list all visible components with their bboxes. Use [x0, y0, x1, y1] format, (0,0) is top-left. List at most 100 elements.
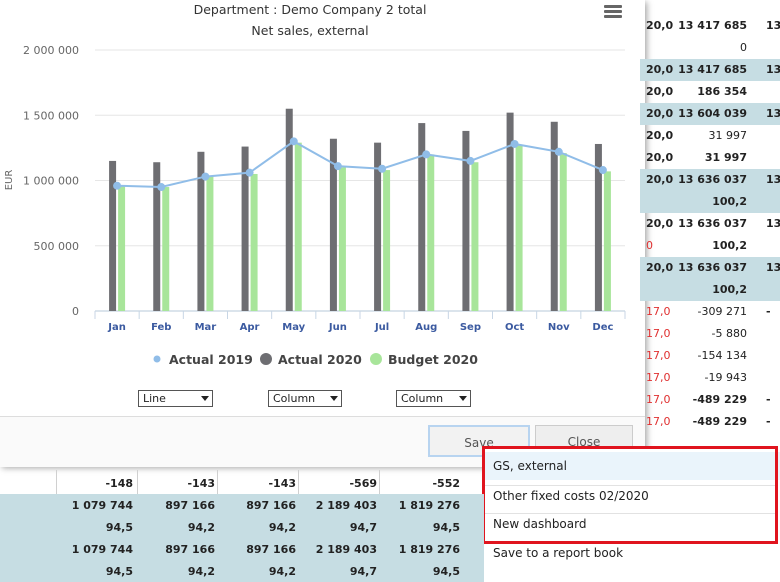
cell: -489 229 — [692, 415, 747, 428]
y-tick-label: 1 500 000 — [23, 109, 79, 122]
point-actual-2019 — [378, 164, 387, 173]
x-tick-label: Jan — [107, 322, 126, 333]
cell: 17,0 — [646, 327, 671, 340]
bar-budget-2020 — [338, 167, 346, 311]
point-actual-2019 — [201, 172, 210, 181]
table-row: 20,0 31 997 — [640, 147, 780, 169]
x-tick-label: Jul — [374, 322, 389, 333]
cell: 897 166 — [165, 543, 215, 556]
point-actual-2019 — [554, 147, 563, 156]
menu-item-gs-external[interactable]: GS, external — [484, 452, 780, 480]
cell: 94,2 — [187, 521, 215, 534]
cell: -19 943 — [704, 371, 747, 384]
cell: 1 819 276 — [398, 543, 460, 556]
legend-label: Actual 2020 — [278, 352, 362, 367]
cell: 0 — [646, 239, 653, 252]
cell: 13 — [766, 217, 780, 230]
series-select-actual-2019[interactable]: Line — [138, 390, 213, 407]
menu-item-new-dashboard[interactable]: New dashboard — [484, 510, 780, 538]
menu-item-other-fixed-costs[interactable]: Other fixed costs 02/2020 — [484, 482, 780, 510]
cell: -143 — [268, 477, 296, 490]
cell: 13 — [766, 173, 780, 186]
table-row: 17,0 -309 271 - — [640, 301, 780, 323]
cell: 13 — [766, 261, 780, 274]
cell: 94,5 — [105, 565, 133, 578]
x-tick-label: Apr — [240, 322, 260, 333]
bar-budget-2020 — [162, 187, 170, 311]
series-select-budget-2020[interactable]: Column — [396, 390, 471, 407]
cell: 31 997 — [708, 129, 748, 142]
cell: 13 417 685 — [678, 63, 747, 76]
x-tick-label: Dec — [592, 322, 613, 333]
x-tick-label: Feb — [151, 322, 171, 333]
cell: 2 189 403 — [315, 499, 377, 512]
cell: 186 354 — [697, 85, 747, 98]
cell: 20,0 — [646, 173, 674, 186]
legend-label: Actual 2019 — [169, 352, 253, 367]
series-select-actual-2020[interactable]: Column — [268, 390, 342, 407]
table-row: 100,2 — [640, 279, 780, 301]
cell: 13 — [766, 107, 780, 120]
x-tick-label: Nov — [548, 322, 570, 333]
cell: -569 — [349, 477, 377, 490]
chevron-down-icon — [459, 396, 467, 401]
x-tick-label: Jun — [328, 322, 347, 333]
bar-actual-2020 — [329, 138, 337, 311]
menu-item-label: Other fixed costs 02/2020 — [493, 489, 649, 503]
cell: 20,0 — [646, 151, 674, 164]
chart-dialog: Department : Demo Company 2 total Net sa… — [0, 2, 645, 457]
menu-item-save-to-report-book[interactable]: Save to a report book — [484, 539, 780, 567]
cell: 94,7 — [349, 521, 377, 534]
chart-title: Department : Demo Company 2 total — [193, 2, 427, 17]
bar-budget-2020 — [383, 170, 391, 311]
table-row: 17,0 -489 229 - — [640, 389, 780, 411]
cell: 2 189 403 — [315, 543, 377, 556]
cell: 94,2 — [268, 565, 296, 578]
cell: 1 079 744 — [71, 499, 133, 512]
bar-budget-2020 — [206, 176, 214, 311]
cell: - — [766, 305, 771, 318]
y-tick-label: 500 000 — [34, 240, 80, 253]
point-actual-2019 — [510, 139, 519, 148]
cell: 897 166 — [246, 499, 296, 512]
bar-budget-2020 — [515, 145, 523, 311]
chevron-down-icon — [330, 396, 338, 401]
cell: 20,0 — [646, 261, 674, 274]
cell: 0 — [740, 41, 747, 54]
point-actual-2019 — [466, 156, 475, 165]
table-row: 1 079 744 897 166 897 166 2 189 403 1 819 27… — [0, 494, 484, 516]
legend-marker — [153, 355, 161, 363]
table-row: 20,0 13 417 685 13 — [640, 15, 780, 37]
x-tick-label: May — [282, 322, 305, 333]
cell: 94,7 — [349, 565, 377, 578]
cell: 20,0 — [646, 107, 674, 120]
cell: 13 636 037 — [678, 261, 747, 274]
hamburger-menu-icon[interactable] — [604, 5, 622, 19]
select-value: Column — [273, 392, 316, 405]
cell: -154 134 — [697, 349, 747, 362]
bar-actual-2020 — [374, 142, 382, 311]
cell: -552 — [432, 477, 460, 490]
cell: 13 417 685 — [678, 19, 747, 32]
table-row: 17,0 -5 880 — [640, 323, 780, 345]
menu-item-label: GS, external — [493, 459, 567, 473]
bar-budget-2020 — [294, 142, 302, 311]
cell: 94,5 — [432, 521, 460, 534]
cell: 20,0 — [646, 85, 674, 98]
point-actual-2019 — [333, 162, 342, 171]
cell: - — [766, 415, 771, 428]
bar-actual-2020 — [594, 143, 602, 311]
divider — [484, 485, 778, 486]
bar-budget-2020 — [250, 173, 258, 311]
cell: 17,0 — [646, 371, 671, 384]
cell: -489 229 — [692, 393, 747, 406]
cell: 13 — [766, 19, 780, 32]
table-row: 0 — [640, 37, 780, 59]
bar-actual-2020 — [241, 146, 249, 311]
divider — [484, 513, 778, 514]
legend-label: Budget 2020 — [388, 352, 478, 367]
cell: 1 819 276 — [398, 499, 460, 512]
cell: 100,2 — [712, 239, 747, 252]
cell: 1 079 744 — [71, 543, 133, 556]
legend-marker — [370, 353, 382, 365]
